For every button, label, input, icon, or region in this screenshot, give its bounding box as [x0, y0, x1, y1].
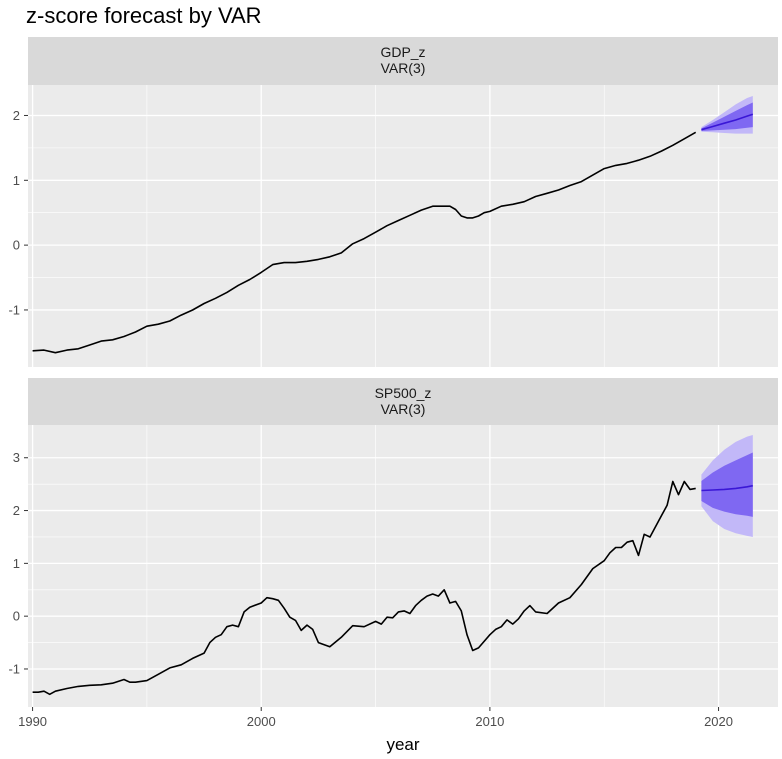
y-tick-label: 0 — [13, 609, 20, 624]
facet-strip-label: GDP_z — [380, 44, 425, 60]
facet-strip-label: VAR(3) — [381, 60, 426, 76]
chart-title: z-score forecast by VAR — [26, 3, 262, 28]
x-tick-label: 2020 — [704, 714, 733, 729]
y-tick-label: 3 — [13, 450, 20, 465]
history-line — [32, 480, 696, 696]
panel-background — [28, 85, 778, 367]
forecast-mean-line — [701, 484, 753, 492]
x-tick-label: 2010 — [475, 714, 504, 729]
forecast-mean-line — [701, 113, 754, 131]
history-line — [32, 131, 697, 354]
y-tick-label: 0 — [13, 238, 20, 253]
facet-strip-label: VAR(3) — [381, 401, 426, 417]
forecast-band-80 — [701, 452, 753, 517]
y-tick-label: 1 — [13, 556, 20, 571]
y-tick-label: -1 — [8, 661, 20, 676]
facet-strip-label: SP500_z — [375, 385, 432, 401]
panel-background — [28, 425, 778, 707]
y-tick-label: -1 — [8, 302, 20, 317]
forecast-band-80 — [701, 102, 753, 131]
x-tick-label: 2000 — [247, 714, 276, 729]
y-tick-label: 2 — [13, 503, 20, 518]
y-tick-label: 1 — [13, 173, 20, 188]
facet-strip — [28, 378, 778, 425]
x-axis-title: year — [386, 735, 419, 754]
y-tick-label: 2 — [13, 108, 20, 123]
facet-strip — [28, 37, 778, 85]
x-tick-label: 1990 — [18, 714, 47, 729]
